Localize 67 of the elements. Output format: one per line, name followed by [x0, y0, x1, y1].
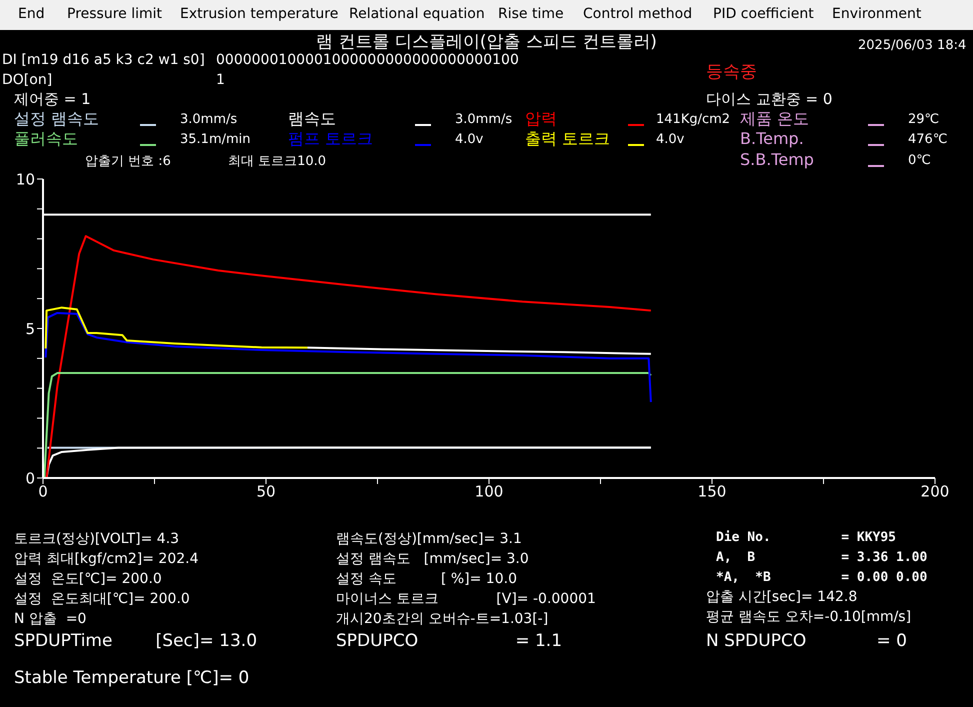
text: 최대 토르크10.0 — [228, 153, 326, 170]
text: SPDUPTime [Sec]= 13.0 — [14, 631, 258, 651]
text: Die No. = KKY95 — [716, 530, 896, 545]
y-tick-label: 10 — [16, 170, 35, 188]
text: 476℃ — [908, 132, 948, 147]
text: 압력 — [525, 109, 557, 130]
text: Control method — [583, 6, 692, 22]
text: 설정 온도[℃]= 200.0 — [14, 570, 162, 588]
text: 압출기 번호 :6 — [85, 153, 171, 170]
x-tick-label: 0 — [38, 482, 48, 501]
text: 설정 온도최대[℃]= 200.0 — [14, 590, 190, 608]
text: 마이너스 토르크 [V]= -0.00001 — [336, 590, 596, 608]
text: DO[on] — [2, 72, 52, 88]
text: *A, *B = 0.00 0.00 — [716, 570, 928, 585]
line-series — [44, 306, 308, 350]
text: 2025/06/03 18:4 — [858, 38, 966, 53]
text: 다이스 교환중 = 0 — [706, 90, 832, 109]
text: Stable Temperature [℃]= 0 — [14, 668, 250, 688]
text: Extrusion temperature — [180, 6, 338, 22]
text: 4.0v — [656, 132, 684, 147]
legend-label: 출력 토르크 — [525, 129, 610, 150]
text: 0000000100001000000000000000000100 — [216, 52, 519, 68]
x-tick-label: 200 — [920, 482, 950, 501]
text: A, B = 3.36 1.00 — [716, 550, 928, 565]
text: 램속도(정상)[mm/sec]= 3.1 — [336, 530, 522, 548]
text: 0℃ — [908, 153, 931, 168]
text: N SPDUPCO = 0 — [706, 631, 907, 651]
text: 설정 속도 [ %]= 10.0 — [336, 570, 517, 588]
text: PID coefficient — [713, 6, 814, 22]
text: 풀러속도 — [14, 129, 78, 150]
text: End — [18, 6, 45, 22]
y-tick-label: 0 — [25, 469, 35, 488]
text: SPDUPCO = 1.1 — [336, 631, 562, 651]
line-series — [44, 312, 652, 404]
text: 설정 램속도 — [14, 109, 100, 130]
text: 3.0mm/s — [455, 112, 512, 127]
text: 4.0v — [455, 132, 484, 147]
text: Rise time — [498, 6, 564, 22]
text: 평균 램속도 오차=-0.10[mm/s] — [706, 608, 912, 626]
chart-title: 램 컨트롤 디스플레이(압출 스피드 컨트롤러) — [316, 32, 657, 52]
y-tick-label: 5 — [25, 320, 35, 338]
text: Environment — [832, 6, 922, 22]
text: DI [m19 d16 a5 k3 c2 w1 s0] — [2, 52, 205, 68]
text: Relational equation — [349, 6, 485, 22]
x-tick-label: 100 — [474, 482, 504, 501]
legend-label: S.B.Temp — [740, 150, 814, 169]
line-series — [306, 346, 652, 355]
text: 1 — [216, 72, 225, 88]
legend-label: B.Temp. — [740, 129, 804, 148]
legend-label: 제품 온도 — [740, 109, 810, 130]
text: 토르크(정상)[VOLT]= 4.3 — [14, 530, 180, 548]
text: 제어중 = 1 — [14, 90, 91, 109]
text: 3.0mm/s — [180, 112, 238, 127]
text: 141Kg/cm2 — [656, 112, 730, 127]
text: Pressure limit — [67, 6, 162, 22]
text: 설정 램속도 [mm/sec]= 3.0 — [336, 550, 529, 568]
x-tick-label: 50 — [256, 482, 276, 501]
text: N 압출 =0 — [14, 610, 86, 628]
text: 등속중 — [706, 61, 757, 83]
text: 펌프 토르크 — [288, 129, 374, 150]
text: 개시20초간의 오버슈-트=1.03[-] — [336, 610, 548, 628]
x-tick-label: 150 — [698, 482, 726, 501]
text: 램속도 — [288, 109, 336, 130]
text: 압력 최대[kgf/cm2]= 202.4 — [14, 550, 199, 568]
text: 29℃ — [908, 112, 940, 127]
text: 압출 시간[sec]= 142.8 — [706, 588, 858, 606]
text: 35.1m/min — [180, 132, 251, 147]
